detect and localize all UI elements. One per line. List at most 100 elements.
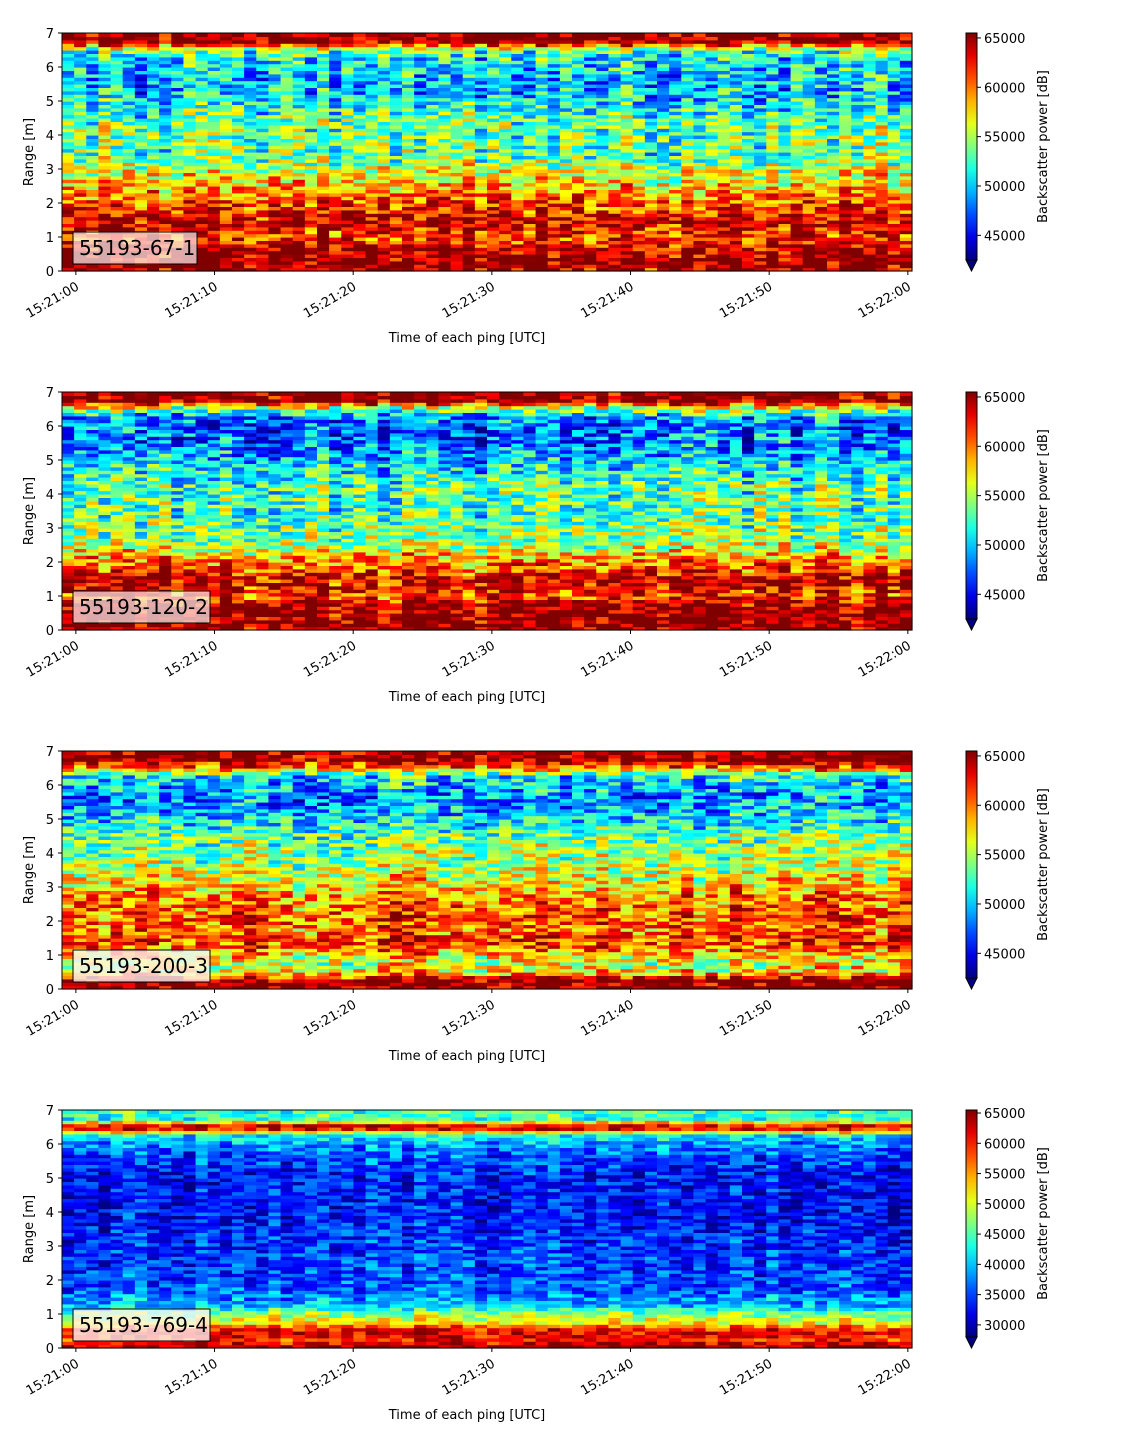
heatmap-cell bbox=[766, 94, 780, 99]
heatmap-cell bbox=[620, 84, 634, 88]
heatmap-cell bbox=[280, 216, 294, 221]
heatmap-cell bbox=[62, 223, 75, 228]
heatmap-cell bbox=[389, 114, 403, 119]
heatmap-cell bbox=[572, 247, 585, 252]
heatmap-cell bbox=[317, 53, 330, 58]
heatmap-cell bbox=[365, 209, 379, 214]
heatmap-cell bbox=[742, 165, 755, 170]
heatmap-cell bbox=[402, 70, 415, 75]
heatmap-cell bbox=[232, 50, 245, 54]
heatmap-cell bbox=[499, 162, 512, 167]
heatmap-cell bbox=[195, 148, 209, 153]
heatmap-cell bbox=[875, 128, 889, 133]
heatmap-cell bbox=[244, 107, 257, 112]
heatmap-cell bbox=[329, 33, 342, 37]
heatmap-cell bbox=[766, 104, 780, 109]
heatmap-cell bbox=[402, 165, 415, 170]
heatmap-cell bbox=[729, 84, 743, 88]
heatmap-cell bbox=[584, 121, 597, 126]
heatmap-cell bbox=[547, 172, 561, 177]
heatmap-cell bbox=[317, 260, 330, 265]
heatmap-cell bbox=[729, 121, 743, 126]
heatmap-cell bbox=[159, 73, 172, 78]
heatmap-cell bbox=[547, 107, 561, 112]
heatmap-cell bbox=[742, 135, 755, 139]
heatmap-cell bbox=[256, 158, 270, 163]
heatmap-cell bbox=[450, 186, 464, 190]
heatmap-cell bbox=[693, 243, 707, 248]
heatmap-cell bbox=[147, 43, 160, 48]
heatmap-cell bbox=[462, 104, 476, 109]
heatmap-cell bbox=[183, 107, 197, 112]
heatmap-cell bbox=[839, 60, 852, 65]
heatmap-cell bbox=[377, 264, 391, 269]
heatmap-cell bbox=[693, 182, 707, 187]
heatmap-cell bbox=[523, 73, 537, 78]
heatmap-cell bbox=[232, 182, 245, 187]
heatmap-cell bbox=[863, 60, 877, 65]
heatmap-cell bbox=[207, 124, 221, 129]
heatmap-cell bbox=[171, 226, 185, 231]
heatmap-cell bbox=[523, 165, 537, 170]
heatmap-cell bbox=[377, 189, 391, 194]
heatmap-cell bbox=[669, 237, 682, 241]
heatmap-cell bbox=[256, 216, 270, 221]
heatmap-cell bbox=[62, 490, 75, 495]
heatmap-cell bbox=[705, 77, 719, 82]
heatmap-cell bbox=[620, 107, 634, 112]
heatmap-cell bbox=[511, 141, 525, 146]
heatmap-cell bbox=[875, 233, 889, 238]
heatmap-cell bbox=[899, 223, 913, 228]
heatmap-cell bbox=[584, 145, 597, 150]
heatmap-cell bbox=[572, 90, 585, 95]
heatmap-cell bbox=[232, 172, 245, 177]
heatmap-cell bbox=[365, 33, 379, 37]
heatmap-cell bbox=[256, 169, 270, 173]
heatmap-cell bbox=[244, 267, 257, 272]
heatmap-cell bbox=[875, 237, 889, 241]
heatmap-cell bbox=[159, 209, 172, 214]
heatmap-cell bbox=[304, 237, 318, 241]
heatmap-cell bbox=[98, 46, 112, 51]
heatmap-cell bbox=[377, 162, 391, 167]
heatmap-cell bbox=[790, 240, 804, 245]
heatmap-cell bbox=[268, 257, 282, 262]
heatmap-cell bbox=[863, 254, 877, 258]
heatmap-cell bbox=[244, 155, 257, 160]
heatmap-cell bbox=[474, 186, 488, 190]
heatmap-cell bbox=[839, 247, 852, 252]
heatmap-cell bbox=[766, 162, 780, 167]
heatmap-cell bbox=[778, 84, 792, 88]
heatmap-cell bbox=[280, 50, 294, 54]
heatmap-cell bbox=[523, 111, 537, 116]
heatmap-cell bbox=[632, 162, 646, 167]
heatmap-cell bbox=[644, 257, 658, 262]
heatmap-cell bbox=[86, 50, 100, 54]
heatmap-cell bbox=[693, 247, 707, 252]
heatmap-cell bbox=[499, 33, 512, 37]
heatmap-cell bbox=[268, 39, 282, 44]
heatmap-cell bbox=[426, 233, 440, 238]
heatmap-cell bbox=[268, 84, 282, 88]
heatmap-cell bbox=[329, 94, 342, 99]
heatmap-cell bbox=[523, 250, 537, 255]
heatmap-cell bbox=[110, 175, 124, 180]
heatmap-cell bbox=[244, 192, 257, 197]
heatmap-cell bbox=[402, 80, 415, 85]
heatmap-cell bbox=[389, 223, 403, 228]
heatmap-cell bbox=[535, 124, 549, 129]
heatmap-cell bbox=[875, 148, 889, 153]
heatmap-cell bbox=[487, 196, 500, 201]
heatmap-cell bbox=[62, 70, 75, 75]
heatmap-cell bbox=[389, 267, 403, 272]
heatmap-cell bbox=[462, 155, 476, 160]
heatmap-cell bbox=[863, 145, 877, 150]
heatmap-cell bbox=[887, 56, 901, 61]
heatmap-cell bbox=[535, 90, 549, 95]
heatmap-cell bbox=[268, 169, 282, 173]
heatmap-cell bbox=[681, 247, 695, 252]
heatmap-cell bbox=[851, 50, 865, 54]
heatmap-cell bbox=[644, 223, 658, 228]
heatmap-cell bbox=[353, 165, 367, 170]
heatmap-cell bbox=[596, 97, 610, 102]
